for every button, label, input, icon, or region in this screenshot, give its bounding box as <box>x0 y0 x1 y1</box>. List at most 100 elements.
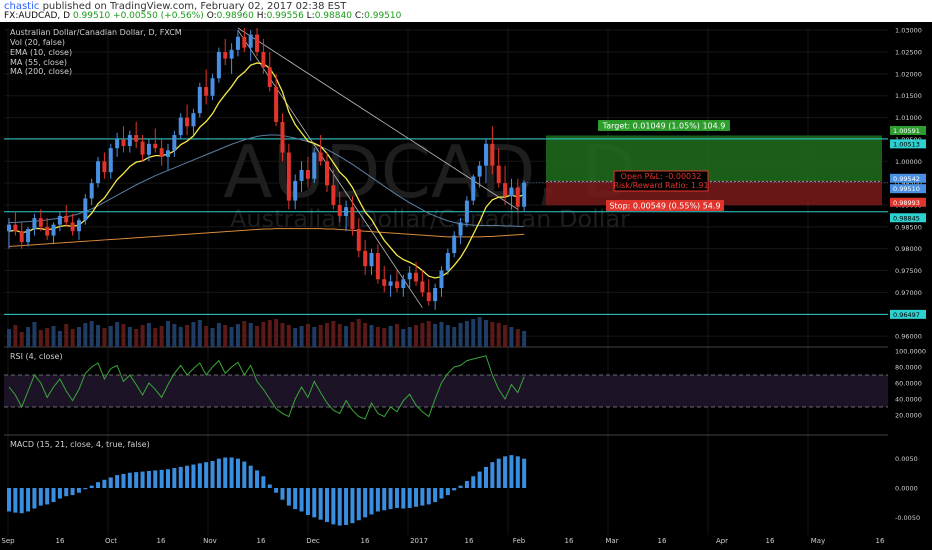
volume-bar <box>159 326 164 347</box>
macd-bar <box>185 465 190 488</box>
candle-body <box>102 161 107 173</box>
macd-bar <box>382 488 387 511</box>
macd-bar <box>127 472 132 488</box>
target-label: Target: 0.01049 (1.05%) 104.9 <box>602 122 726 131</box>
candle-body <box>471 176 476 201</box>
volume-bar <box>210 328 215 347</box>
candle-body <box>388 281 393 286</box>
macd-bar <box>51 488 56 503</box>
macd-bar <box>96 482 101 488</box>
trendline[interactable] <box>237 27 519 210</box>
volume-bar <box>153 328 158 347</box>
macd-bar <box>83 488 88 490</box>
legend-ma55: MA (55, close) <box>10 58 68 67</box>
grid-lines <box>4 28 888 535</box>
candle-body <box>216 52 221 79</box>
candle-body <box>242 36 247 48</box>
candle-body <box>51 224 56 236</box>
time-tick-label: 16 <box>876 537 885 545</box>
macd-bar <box>108 477 113 488</box>
time-tick-label: May <box>811 537 825 545</box>
volume-bar <box>216 323 221 347</box>
low-label: L: <box>306 11 315 21</box>
candle-body <box>223 52 228 59</box>
volume-bar <box>26 327 31 347</box>
horizontal-lines[interactable] <box>4 138 888 315</box>
moving-averages <box>8 62 525 279</box>
macd-bar <box>433 488 438 503</box>
last-price: 0.99510 <box>72 11 111 21</box>
macd-bar <box>280 488 285 500</box>
macd-bar <box>318 488 323 520</box>
candle-body <box>407 272 412 280</box>
volume-bar <box>102 328 107 347</box>
price-tag-label: 1.00591 <box>893 127 920 135</box>
candle-body <box>191 113 196 127</box>
volume-bar <box>185 325 190 347</box>
target-zone[interactable] <box>546 135 882 182</box>
macd-pane <box>7 455 527 526</box>
macd-bar <box>331 488 336 525</box>
volume-bar <box>375 327 380 347</box>
macd-bar <box>490 462 495 488</box>
volume-bar <box>286 325 291 347</box>
volume-bar <box>331 321 336 347</box>
volume-bar <box>350 322 355 347</box>
candle-body <box>464 200 469 223</box>
volume-bar <box>121 324 126 347</box>
volume-bar <box>96 325 101 347</box>
time-tick-label: 16 <box>157 537 166 545</box>
candle-body <box>484 143 488 166</box>
candle-body <box>522 182 527 207</box>
open-value: 0.98960 <box>216 11 254 21</box>
candle-body <box>433 288 438 302</box>
price-tag <box>890 125 926 135</box>
volume-bar <box>394 324 399 347</box>
price-tick-label: 0.98000 <box>895 245 922 253</box>
volume-bar <box>248 323 253 347</box>
candle-body <box>426 292 431 302</box>
candle-body <box>312 152 317 179</box>
price-tag <box>890 213 926 223</box>
time-tick-label: Apr <box>716 537 728 545</box>
macd-bar <box>356 488 361 521</box>
macd-bar <box>312 488 317 518</box>
price-tag-label: 0.98845 <box>893 214 920 222</box>
volume-bar <box>197 320 202 347</box>
chart-canvas[interactable]: AUDCAD, D Australian Dollar/Canadian Dol… <box>0 22 932 550</box>
volume-bar <box>490 322 495 347</box>
macd-bar <box>255 470 260 488</box>
volume-bar <box>140 325 145 347</box>
macd-bar <box>503 456 508 488</box>
macd-bar <box>414 488 419 507</box>
candle-body <box>197 86 202 114</box>
volume-bar <box>267 320 272 347</box>
price-tick-label: 1.03000 <box>895 27 922 35</box>
position-zones[interactable] <box>524 135 888 206</box>
macd-bar <box>375 488 380 512</box>
price-tick-label: 0.96000 <box>895 333 922 341</box>
candle-body <box>420 281 425 293</box>
macd-bar <box>89 485 94 488</box>
macd-bar <box>445 488 450 496</box>
volume-bar <box>178 327 183 347</box>
volume-bar <box>134 329 139 347</box>
price-tick-label: 1.01000 <box>895 114 922 122</box>
price-tag-label: 0.98993 <box>893 199 920 207</box>
candle-body <box>394 281 399 289</box>
candle-body <box>96 161 101 184</box>
volume-bar <box>70 329 75 347</box>
volume-bar <box>57 331 62 347</box>
candle-body <box>280 121 285 153</box>
macd-bar <box>305 488 310 515</box>
candle-body <box>267 67 272 87</box>
axes: 1.03000 1.02500 1.02000 1.01500 1.01000 1.005… <box>1 27 926 545</box>
candle-body <box>32 218 37 230</box>
volume-bar <box>388 326 393 347</box>
candle-body <box>496 165 501 184</box>
candle-body <box>19 231 24 243</box>
volume-bar <box>515 329 520 347</box>
macd-bar <box>19 488 24 514</box>
ma200-line <box>8 228 525 247</box>
author-link[interactable]: chastic <box>4 1 40 12</box>
